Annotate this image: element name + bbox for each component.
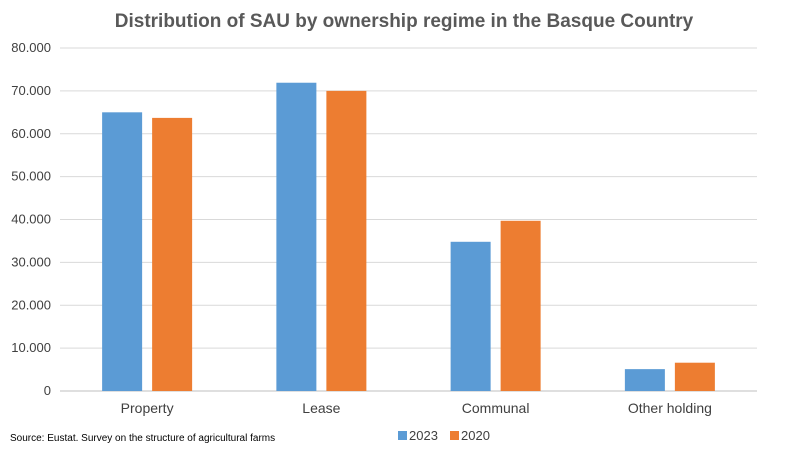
y-tick-label: 10.000: [11, 340, 51, 355]
legend-label: 2023: [409, 428, 438, 443]
source-note: Source: Eustat. Survey on the structure …: [10, 433, 275, 444]
y-tick-label: 70.000: [11, 83, 51, 98]
y-tick-label: 80.000: [11, 40, 51, 55]
bar-2020-lease: [326, 90, 367, 391]
x-axis-category-labels: Property Lease Communal Other holding: [121, 400, 712, 416]
legend-swatch: [398, 431, 407, 440]
y-tick-label: 20.000: [11, 297, 51, 312]
y-tick-label: 50.000: [11, 169, 51, 184]
legend-swatch: [450, 431, 459, 440]
legend: 2023 2020: [398, 428, 490, 443]
y-tick-label: 0: [44, 383, 51, 398]
bar-2020-property: [152, 117, 193, 391]
bars: [102, 82, 715, 391]
y-tick-label: 40.000: [11, 212, 51, 227]
y-axis-tick-labels: 0 10.000 20.000 30.000 40.000 50.000 60.000 70.…: [11, 40, 51, 398]
legend-item-2020: 2020: [450, 428, 490, 443]
y-tick-label: 30.000: [11, 254, 51, 269]
bar-2023-lease: [276, 82, 317, 391]
x-category-label: Other holding: [628, 400, 712, 416]
legend-label: 2020: [461, 428, 490, 443]
bar-2023-property: [102, 112, 143, 391]
x-category-label: Property: [121, 400, 174, 416]
bar-2020-communal: [500, 220, 541, 391]
bar-2023-communal: [450, 241, 491, 391]
x-category-label: Communal: [462, 400, 530, 416]
y-tick-label: 60.000: [11, 126, 51, 141]
bar-2020-other-holding: [674, 362, 715, 391]
legend-item-2023: 2023: [398, 428, 438, 443]
x-category-label: Lease: [302, 400, 340, 416]
chart-title: Distribution of SAU by ownership regime …: [115, 11, 694, 32]
bar-2023-other-holding: [624, 369, 665, 391]
